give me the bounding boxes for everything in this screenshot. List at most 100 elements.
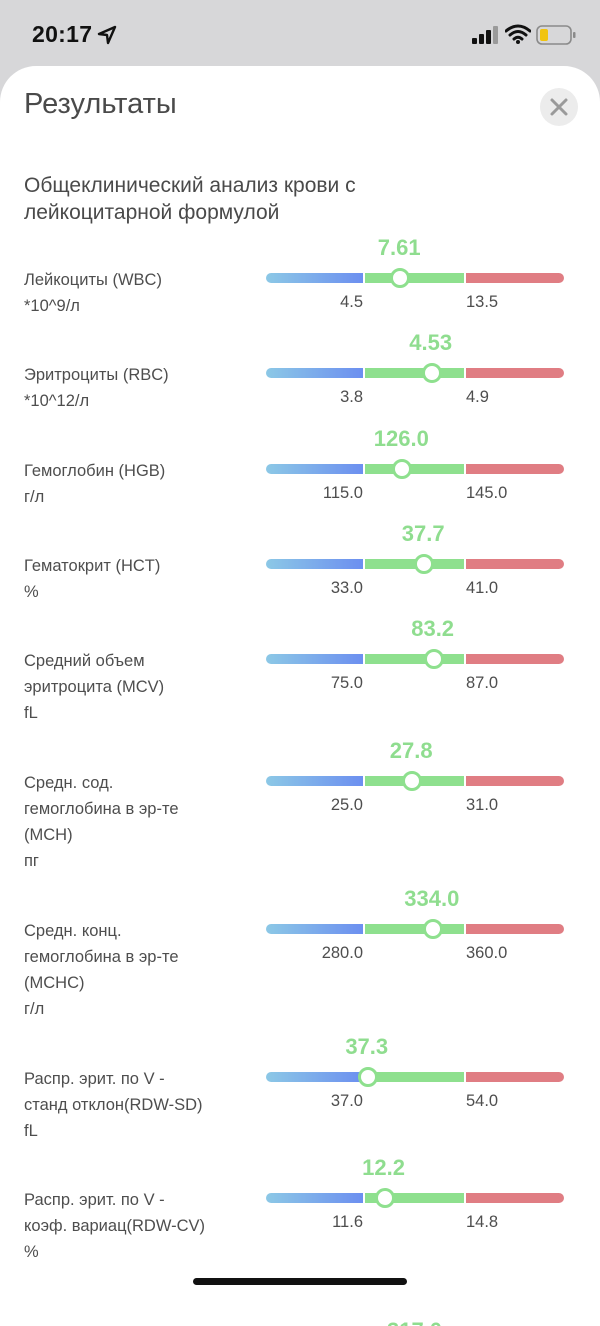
range-high-value: 31.0 [466, 796, 499, 814]
range-zone-low [266, 776, 363, 786]
status-bar: 20:17 [0, 0, 600, 68]
result-label: Лейкоциты (WBC) *10^9/л [24, 267, 249, 319]
range-zone-norm [365, 1072, 464, 1082]
range-bar [266, 459, 564, 479]
range-bar [266, 1067, 564, 1087]
result-name-line: станд отклон(RDW-SD) [24, 1096, 203, 1114]
page-title: Результаты [24, 88, 177, 120]
range-high-value: 13.5 [466, 293, 499, 311]
result-name-line: Средн. сод. [24, 774, 114, 792]
value-marker[interactable] [392, 459, 413, 479]
result-label: Распр. эрит. по V - станд отклон(RDW-SD) f… [24, 1066, 249, 1144]
result-value: 317.0 [387, 1318, 442, 1326]
result-value-wrap: 27.8 [266, 738, 564, 764]
result-name-line: Эритроциты (RBC) [24, 366, 169, 384]
result-unit: fL [24, 1122, 38, 1140]
range-zone-low [266, 559, 363, 569]
value-marker[interactable] [390, 268, 411, 288]
range-low-value: 37.0 [330, 1092, 363, 1110]
location-arrow-icon [97, 25, 117, 45]
result-unit: пг [24, 852, 39, 870]
result-value-wrap: 12.2 [266, 1155, 564, 1181]
status-time: 20:17 [32, 21, 93, 47]
result-name-line: Средний объем [24, 652, 145, 670]
result-value: 126.0 [373, 426, 429, 451]
range-high-value: 145.0 [466, 484, 508, 502]
range-low-value: 75.0 [330, 674, 363, 692]
range-zone-low [266, 464, 363, 474]
range-zone-high [466, 368, 564, 378]
range-zone-norm [365, 464, 464, 474]
section-title: Общеклинический анализ крови с лейкоцита… [24, 174, 356, 224]
result-unit: fL [24, 704, 38, 722]
result-unit: *10^12/л [24, 392, 90, 410]
range-zone-norm [365, 654, 464, 664]
results-sheet: Результаты Общеклинический анализ крови … [0, 66, 600, 1326]
result-value: 7.61 [377, 235, 421, 260]
result-name-line: эритроцита (MCV) [24, 678, 165, 696]
range-high-value: 360.0 [466, 944, 508, 962]
range-zone-low [266, 1072, 363, 1082]
result-name-line: (MCHC) [24, 974, 85, 992]
result-name-line: (MCH) [24, 826, 73, 844]
result-unit: г/л [24, 488, 45, 506]
result-value-wrap: 83.2 [266, 616, 564, 642]
range-high-value: 41.0 [466, 579, 499, 597]
result-value-wrap: 126.0 [266, 426, 564, 452]
result-value-wrap: 317.0 [266, 1318, 564, 1326]
range-zone-high [466, 654, 564, 664]
range-low-value: 25.0 [330, 796, 363, 814]
range-high-value: 14.8 [466, 1213, 499, 1231]
result-value-wrap: 334.0 [266, 886, 564, 912]
result-unit: % [24, 583, 39, 601]
close-icon [550, 98, 568, 116]
range-zone-high [466, 924, 564, 934]
range-zone-high [466, 464, 564, 474]
range-low-value: 11.6 [332, 1213, 363, 1231]
range-low-value: 33.0 [330, 579, 363, 597]
value-marker[interactable] [423, 649, 444, 669]
value-marker[interactable] [421, 363, 442, 383]
result-value: 334.0 [404, 886, 460, 911]
range-low-value: 115.0 [322, 484, 363, 502]
value-marker[interactable] [402, 771, 423, 791]
result-name-line: коэф. вариац(RDW-CV) [24, 1217, 206, 1235]
result-name-line: Распр. эрит. по V - [24, 1070, 165, 1088]
range-zone-high [466, 1193, 564, 1203]
range-bar [266, 554, 564, 574]
result-name-line: Гематокрит (HCT) [24, 557, 161, 575]
range-zone-high [466, 776, 564, 786]
value-marker[interactable] [374, 1188, 395, 1208]
range-zone-high [466, 1072, 564, 1082]
range-zone-low [266, 654, 363, 664]
result-value: 4.53 [409, 330, 453, 355]
range-zone-norm [365, 273, 464, 283]
result-name-line: Распр. эрит. по V - [24, 1191, 165, 1209]
result-value-wrap: 37.3 [266, 1034, 564, 1060]
range-bar [266, 1188, 564, 1208]
range-zone-norm [365, 1193, 464, 1203]
result-label: Средн. конц. гемоглобина в эр-те (MCHC) г/л [24, 918, 249, 1022]
range-zone-high [466, 273, 564, 283]
result-name-line: гемоглобина в эр-те [24, 800, 179, 818]
range-zone-low [266, 368, 363, 378]
result-unit: г/л [24, 1000, 45, 1018]
result-label: Гематокрит (HCT)% [24, 553, 249, 605]
result-label: Средн. сод. гемоглобина в эр-те (MCH) пг [24, 770, 249, 874]
value-marker[interactable] [422, 919, 443, 939]
result-label: Гемоглобин (HGB) г/л [24, 458, 249, 510]
range-high-value: 54.0 [466, 1092, 499, 1110]
close-button[interactable] [540, 88, 578, 126]
result-name-line: гемоглобина в эр-те [24, 948, 179, 966]
range-low-value: 4.5 [340, 293, 363, 311]
range-high-value: 87.0 [466, 674, 499, 692]
range-zone-low [266, 924, 363, 934]
range-zone-norm [365, 368, 464, 378]
value-marker[interactable] [414, 554, 435, 574]
value-marker[interactable] [357, 1067, 378, 1087]
range-bar [266, 363, 564, 383]
result-value-wrap: 7.61 [266, 235, 564, 261]
result-value: 12.2 [362, 1155, 405, 1180]
range-low-value: 3.8 [340, 388, 363, 406]
result-name-line: Лейкоциты (WBC) [24, 271, 162, 289]
